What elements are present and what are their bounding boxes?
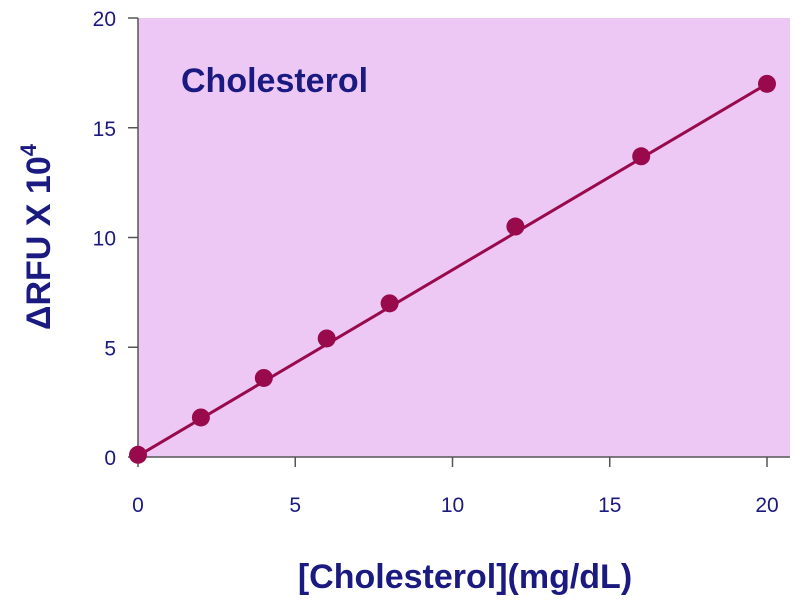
x-axis-label: [Cholesterol](mg/dL) bbox=[298, 558, 632, 596]
ticks: 0 5 10 15 20 0 5 10 15 20 bbox=[93, 8, 779, 517]
x-tick-label: 20 bbox=[755, 494, 778, 517]
x-tick-label: 15 bbox=[598, 494, 621, 517]
y-tick-label: 0 bbox=[104, 447, 116, 470]
data-point bbox=[380, 294, 399, 313]
y-tick-label: 10 bbox=[93, 228, 116, 251]
y-tick-label: 5 bbox=[104, 337, 116, 360]
data-point bbox=[191, 408, 210, 427]
fit-line bbox=[137, 82, 768, 458]
y-tick-label: 15 bbox=[93, 118, 116, 141]
data-point bbox=[129, 445, 147, 464]
plot-area bbox=[138, 18, 790, 457]
y-tick-label: 20 bbox=[93, 8, 116, 31]
y-axis-label-text: ΔRFU X 10 bbox=[20, 156, 58, 330]
y-axis-label-exponent: 4 bbox=[16, 143, 41, 156]
data-point bbox=[506, 217, 525, 236]
y-axis-label: ΔRFU X 104 bbox=[16, 143, 58, 330]
data-point bbox=[254, 368, 273, 387]
x-tick-label: 0 bbox=[132, 494, 144, 517]
data-points bbox=[129, 74, 776, 464]
data-point bbox=[632, 147, 651, 166]
x-tick-label: 5 bbox=[289, 494, 301, 517]
data-point bbox=[317, 329, 336, 348]
chart-title: Cholesterol bbox=[181, 62, 368, 100]
data-point bbox=[758, 74, 776, 93]
x-tick-label: 10 bbox=[441, 494, 464, 517]
